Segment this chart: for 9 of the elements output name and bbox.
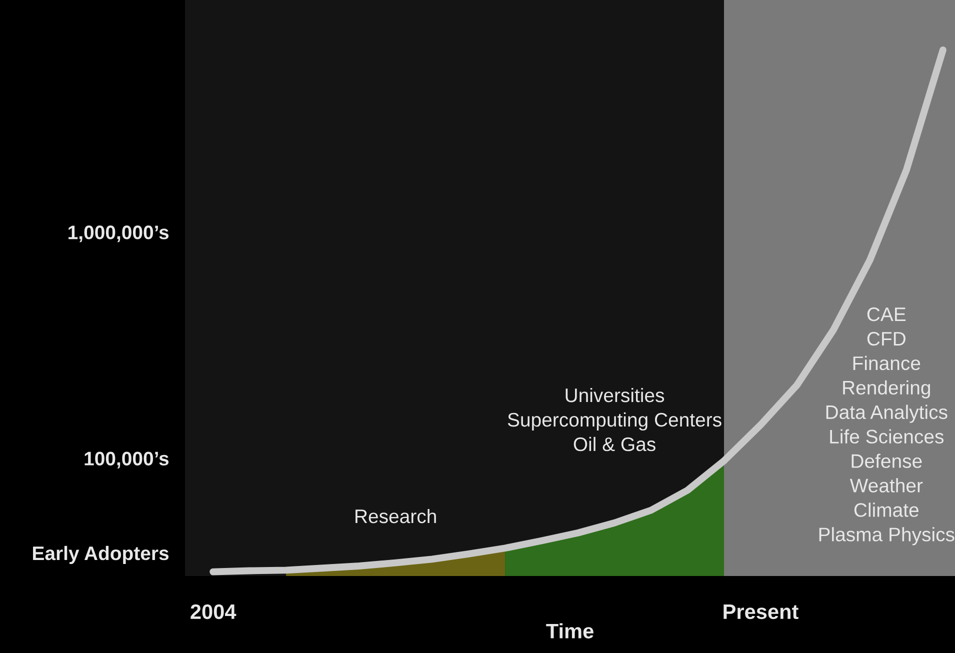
text: 1,000,000’s [68,226,169,242]
text: CAE CFD Finance Rendering Data Analytics Life Sciences Defense Weather Climate Plasma Physics [819,307,954,546]
series-label: Universities Supercomputing Centers Oil & Gas [508,388,722,452]
text: Early Adopters [33,546,169,564]
text: 100,000’s [84,452,169,468]
series-label: Research [356,508,436,524]
x-tick-label: 2004 [190,604,236,620]
x-tick-label: Present [724,604,798,620]
x-axis-title: Time [546,623,594,638]
